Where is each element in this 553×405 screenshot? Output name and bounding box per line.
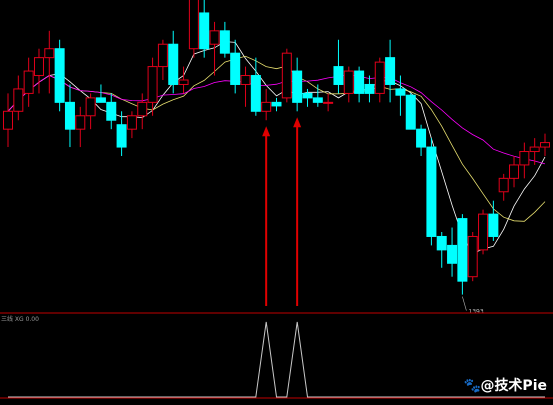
candle-down — [54, 48, 65, 103]
candle-up — [3, 110, 13, 130]
candle-up — [374, 61, 385, 94]
candle-up — [498, 177, 509, 193]
candle-down — [116, 124, 127, 148]
candle-up — [85, 97, 96, 117]
signal-arrows — [262, 117, 302, 306]
indicator-line — [8, 321, 545, 398]
candle-down — [168, 43, 179, 85]
paw-icon: 🐾 — [463, 378, 481, 394]
candle-down — [457, 218, 468, 282]
low-price-label: 1393 — [468, 309, 483, 316]
signal-arrow-head — [262, 126, 271, 137]
candle-up — [519, 151, 530, 166]
candle-down — [230, 52, 241, 85]
candle-down — [405, 94, 416, 130]
candle-up — [137, 101, 148, 117]
main-panel: 1393 — [3, 0, 550, 316]
candle-up — [75, 115, 86, 130]
candle-down — [488, 213, 499, 237]
candle-up — [529, 146, 540, 153]
candle-down — [447, 244, 458, 264]
watermark: 🐾@技术Pie — [463, 375, 547, 395]
candle-down — [106, 101, 117, 121]
candle-up — [540, 142, 550, 148]
candle-up — [157, 43, 168, 68]
candle-down — [199, 12, 210, 50]
candle-up — [240, 75, 251, 85]
candle-down — [302, 92, 313, 99]
candle-up — [478, 213, 489, 251]
candle-up — [343, 70, 354, 94]
candle-down — [271, 101, 282, 107]
candle-down — [354, 70, 365, 94]
candle-down — [385, 57, 396, 85]
indicator-legend: 三线 XG 0.00 — [1, 315, 39, 323]
candle-up — [261, 101, 272, 112]
candle-up — [509, 164, 520, 179]
candle-down — [219, 30, 230, 54]
candle-up — [281, 52, 292, 99]
ma20-line — [7, 74, 546, 165]
candle-down — [395, 88, 406, 96]
candle-down — [250, 75, 261, 112]
indicator-panel — [8, 321, 545, 398]
signal-arrow-head — [293, 117, 302, 128]
ma10-line — [7, 55, 546, 222]
candle-up — [323, 101, 334, 104]
candle-down — [312, 97, 323, 103]
ma5-line — [7, 41, 546, 255]
candle-down — [364, 83, 375, 94]
candle-up — [23, 70, 34, 94]
candle-up — [147, 66, 158, 103]
low-marker-line — [462, 296, 467, 311]
watermark-text: @技术Pie — [480, 378, 547, 394]
candle-up — [126, 115, 137, 130]
candle-up — [33, 57, 44, 77]
candle-down — [436, 235, 447, 251]
candle-up — [188, 0, 199, 50]
candle-up — [209, 30, 220, 45]
candle-down — [95, 97, 106, 103]
candle-down — [426, 146, 437, 237]
candle-down — [333, 66, 344, 85]
candle-up — [178, 79, 189, 85]
candle-up — [13, 88, 24, 112]
candle-up — [44, 48, 55, 59]
candle-down — [416, 128, 427, 148]
candle-up — [467, 235, 478, 278]
candle-down — [64, 101, 75, 130]
candle-down — [292, 70, 303, 103]
